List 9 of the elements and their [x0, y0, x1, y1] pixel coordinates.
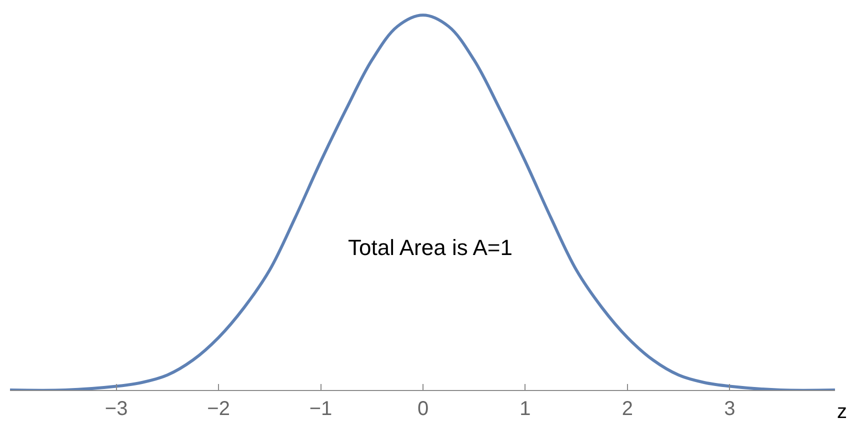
x-tick-label: −2	[207, 398, 230, 420]
x-tick-label: 3	[724, 398, 736, 420]
x-tick-label: 2	[622, 398, 634, 420]
x-tick-label: 1	[520, 398, 531, 420]
x-tick-label: 0	[417, 398, 429, 420]
x-tick-label: −3	[104, 398, 128, 420]
x-axis-title: z	[837, 401, 847, 422]
x-tick-label: −1	[309, 398, 332, 420]
annotation: Total Area is A=1	[348, 235, 512, 260]
